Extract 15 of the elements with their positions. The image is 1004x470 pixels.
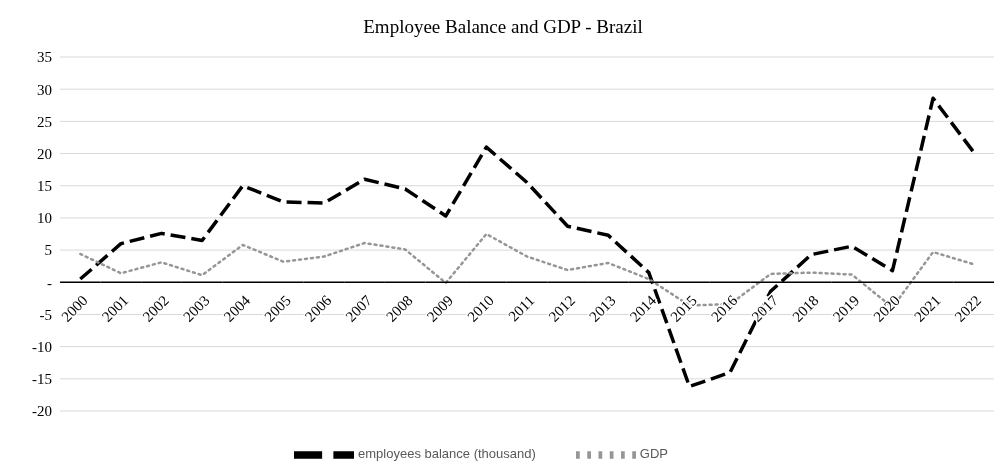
y-tick-label: 25: [37, 113, 52, 130]
legend-label: GDP: [639, 446, 668, 462]
y-tick-label: 15: [37, 178, 52, 195]
chart-title: Employee Balance and GDP - Brazil: [362, 15, 644, 39]
y-tick-label: -5: [39, 306, 52, 323]
y-tick-label: -20: [32, 403, 52, 420]
y-tick-label: 10: [37, 210, 52, 227]
y-tick-label: 30: [37, 81, 52, 98]
y-tick-label: 5: [44, 242, 52, 259]
y-tick-label: 20: [37, 145, 52, 162]
y-tick-label: -: [47, 274, 52, 291]
legend-label: employees balance (thousand): [358, 446, 536, 462]
y-tick-label: -15: [32, 371, 52, 388]
y-tick-label: -10: [32, 338, 52, 355]
y-tick-label: 35: [37, 49, 52, 66]
